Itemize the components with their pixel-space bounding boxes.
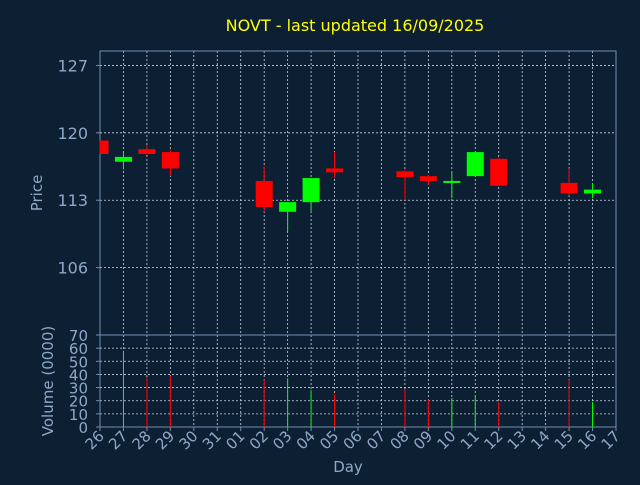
candle-body (255, 180, 273, 207)
price-y-tick-label: 113 (57, 191, 88, 210)
candle-body (560, 182, 578, 194)
candle-body (490, 158, 508, 186)
volume-y-tick-label: 10 (69, 406, 88, 424)
candle-body (279, 202, 297, 212)
volume-y-tick-label: 30 (69, 380, 88, 398)
price-axis-label: Price (28, 175, 46, 212)
price-y-ticks: 106 113 120 127 (57, 56, 100, 278)
candle-body (302, 178, 320, 203)
candle-body (100, 140, 109, 155)
volume-y-tick-label: 60 (69, 340, 88, 358)
volume-y-tick-label: 0 (78, 419, 88, 437)
volume-y-tick-label: 70 (69, 327, 88, 345)
volume-y-tick-label: 40 (69, 366, 88, 384)
candle-body (114, 156, 132, 162)
candle-body (326, 168, 344, 173)
candle-body (396, 171, 414, 178)
candles (99, 140, 602, 232)
candle-body (161, 152, 179, 169)
x-axis-label: Day (333, 458, 363, 476)
x-ticks: 2627282930310102030405060708091011121314… (82, 427, 624, 453)
candle-body (443, 180, 461, 183)
volume-axis-label: Volume (0000) (39, 326, 57, 436)
price-y-tick-label: 106 (57, 259, 88, 278)
volume-bars (122, 350, 594, 427)
volume-y-tick-label: 50 (69, 353, 88, 371)
price-y-tick-label: 127 (57, 56, 88, 75)
volume-y-tick-label: 20 (69, 393, 88, 411)
candle-body (419, 176, 437, 181)
price-y-tick-label: 120 (57, 124, 88, 143)
chart-title: NOVT - last updated 16/09/2025 (226, 16, 485, 35)
candle-body (584, 189, 602, 194)
candle-body (466, 152, 484, 177)
candle-body (138, 149, 156, 155)
